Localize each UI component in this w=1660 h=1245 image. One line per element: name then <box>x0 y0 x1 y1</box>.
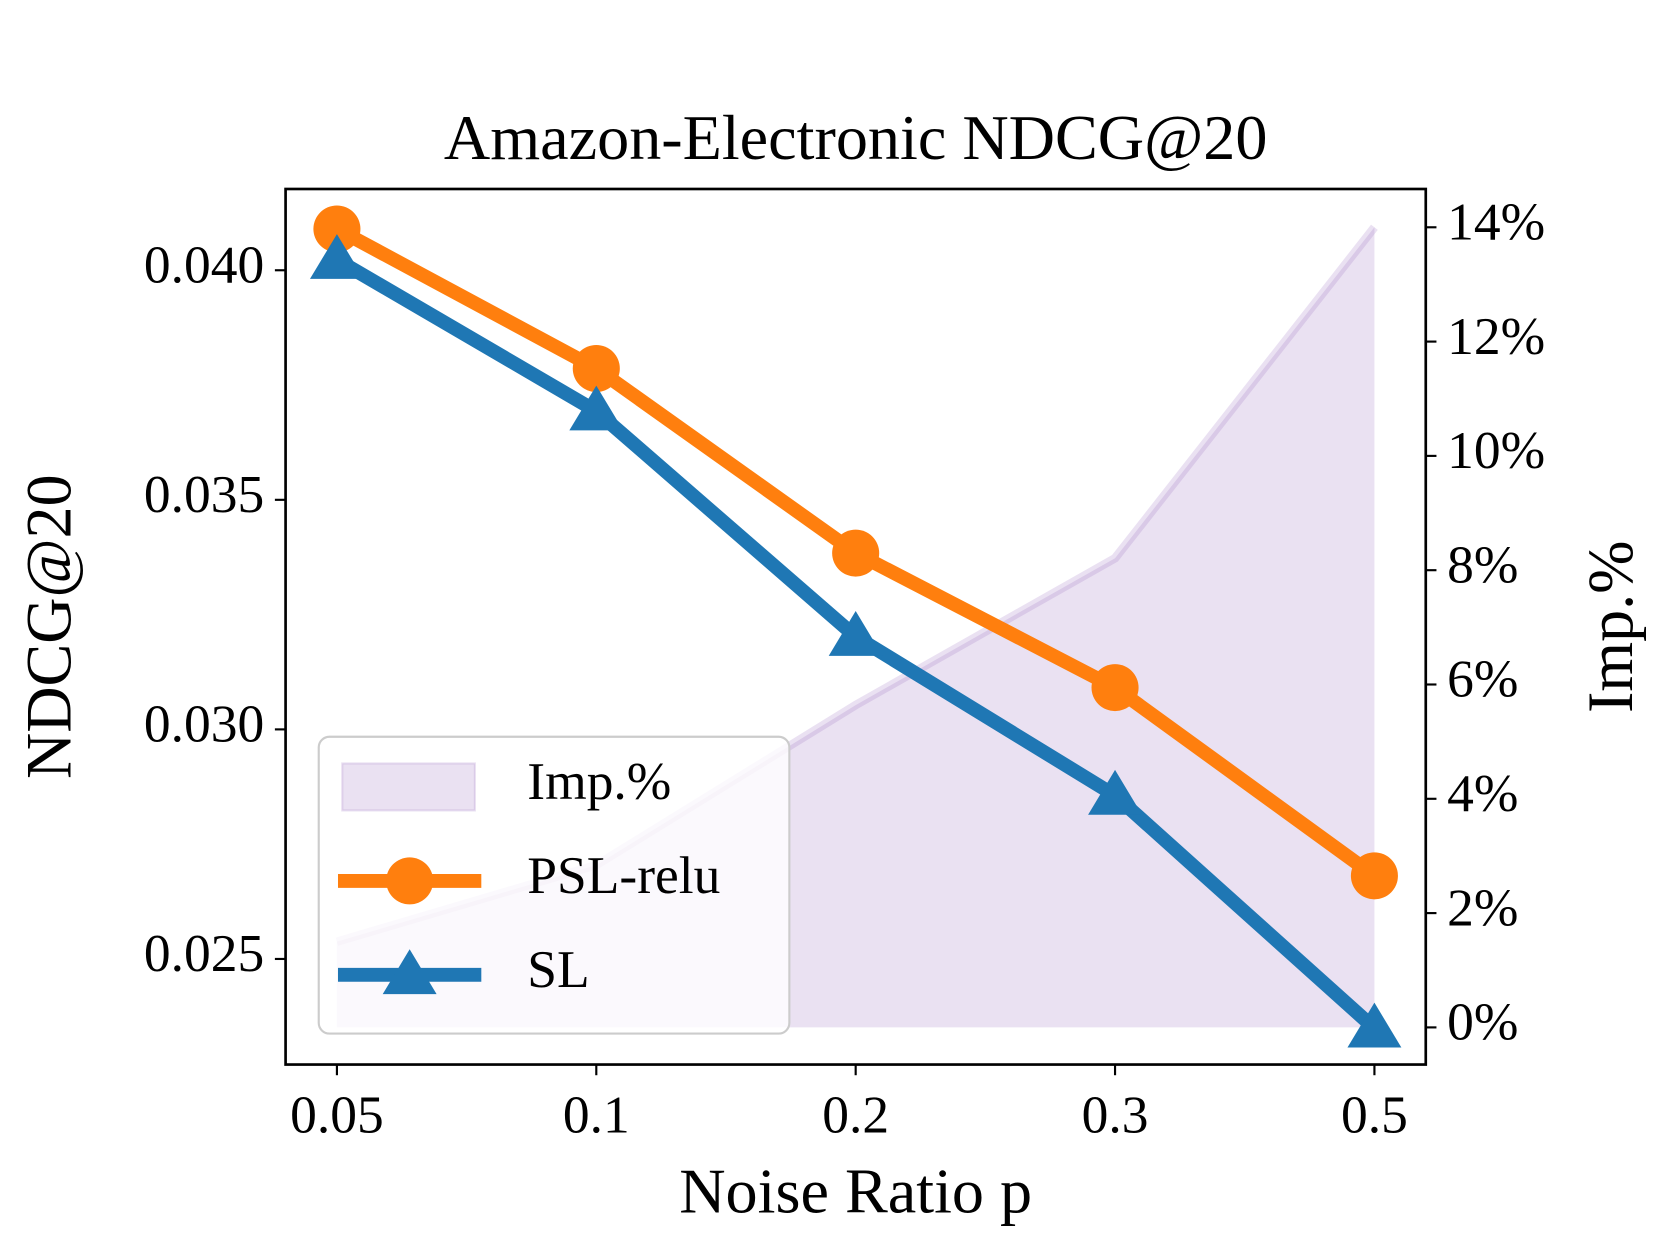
marker <box>828 611 883 656</box>
y-axis-label: NDCG@20 <box>13 474 84 779</box>
legend-swatch <box>341 762 476 812</box>
x-tick-label: 0.05 <box>290 1084 384 1144</box>
marker <box>1088 769 1142 815</box>
plot-frame <box>284 187 1428 1066</box>
y2-tick-label: 14% <box>1447 192 1545 252</box>
marker <box>1347 1002 1402 1048</box>
y2-tick-label: 0% <box>1447 992 1518 1052</box>
y2-tick-label: 8% <box>1447 534 1518 594</box>
marker <box>309 234 364 279</box>
chart-title: Amazon-Electronic NDCG@20 <box>444 102 1267 173</box>
legend-label: PSL-relu <box>527 845 720 905</box>
y-tick-label: 0.040 <box>144 235 264 295</box>
marker <box>832 529 880 577</box>
y2-axis-label: Imp.% <box>1575 540 1646 713</box>
marker <box>572 345 620 393</box>
legend-label: SL <box>527 939 589 999</box>
x-tick-label: 0.5 <box>1341 1084 1408 1144</box>
y2-tick-label: 6% <box>1447 649 1518 709</box>
y2-tick-label: 2% <box>1447 877 1518 937</box>
y-tick-label: 0.030 <box>144 694 264 754</box>
legend-label: Imp.% <box>527 751 671 811</box>
y2-tick-label: 10% <box>1447 420 1545 480</box>
marker <box>569 385 624 431</box>
x-tick-label: 0.1 <box>563 1084 630 1144</box>
y2-tick-label: 12% <box>1447 306 1545 366</box>
marker <box>313 205 361 253</box>
legend-marker <box>386 857 434 905</box>
x-tick-label: 0.2 <box>822 1084 889 1144</box>
y-tick-label: 0.035 <box>144 464 264 524</box>
y2-tick-label: 4% <box>1447 763 1518 823</box>
legend-marker <box>382 949 437 995</box>
legend-box <box>317 735 791 1035</box>
x-axis-label: Noise Ratio p <box>679 1156 1032 1227</box>
y-tick-label: 0.025 <box>144 923 264 983</box>
marker <box>1091 664 1139 712</box>
x-tick-label: 0.3 <box>1082 1084 1149 1144</box>
area-fill <box>336 227 1375 1028</box>
marker <box>1350 852 1398 900</box>
